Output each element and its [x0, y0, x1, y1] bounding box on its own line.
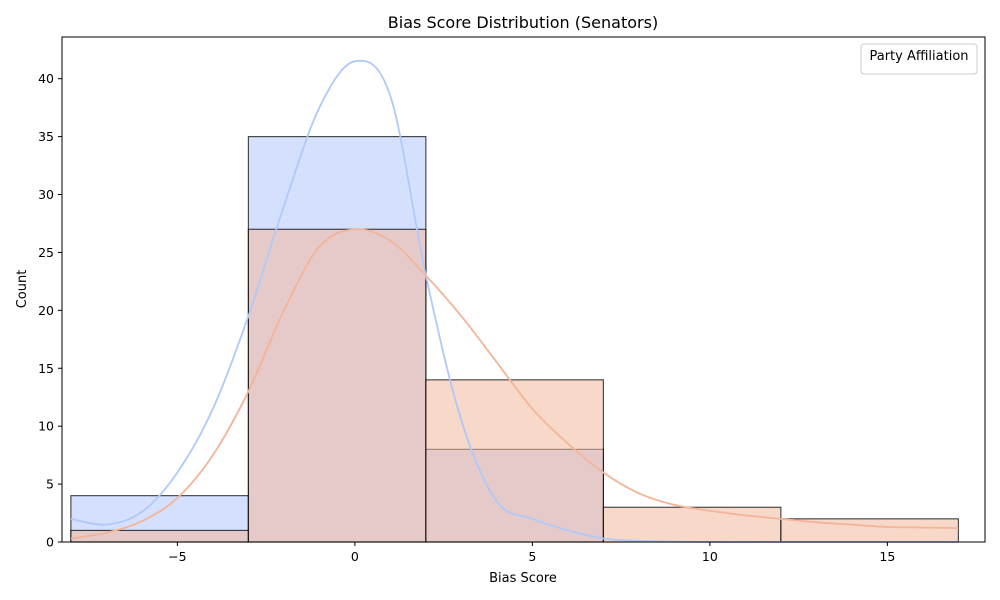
kde-layer: [70, 59, 959, 543]
histogram-bar: [602, 506, 782, 543]
y-tick-label: 30: [38, 187, 54, 202]
histogram-bar: [425, 379, 604, 543]
histogram-bar: [70, 529, 249, 543]
x-axis-label: Bias Score: [489, 571, 557, 586]
legend-title: Party Affiliation: [869, 49, 968, 64]
y-tick-label: 0: [46, 535, 54, 550]
y-tick-label: 40: [38, 71, 54, 86]
x-tick-label: 10: [702, 549, 718, 564]
bars-layer: [70, 136, 959, 543]
y-axis-label: Count: [15, 270, 30, 309]
y-tick-label: 35: [38, 129, 54, 144]
y-tick-label: 25: [38, 245, 54, 260]
x-tick-label: 15: [879, 549, 895, 564]
histogram-bar: [247, 228, 427, 543]
x-tick-label: 0: [351, 549, 359, 564]
chart-title: Bias Score Distribution (Senators): [388, 13, 658, 32]
legend-box: [860, 43, 978, 75]
y-tick-label: 15: [38, 361, 54, 376]
y-tick-label: 5: [46, 477, 54, 492]
x-tick-label: −5: [168, 549, 186, 564]
axes-layer: −5 0 5 10 15 0 5 10 15 20 25 30 35 40: [38, 36, 986, 564]
kde-curve: [70, 59, 959, 543]
y-tick-label: 20: [38, 303, 54, 318]
kde-curve: [70, 228, 959, 540]
x-tick-label: 5: [528, 549, 536, 564]
plot-frame: [61, 36, 986, 543]
y-tick-label: 10: [38, 419, 54, 434]
legend: Party Affiliation: [860, 43, 978, 75]
